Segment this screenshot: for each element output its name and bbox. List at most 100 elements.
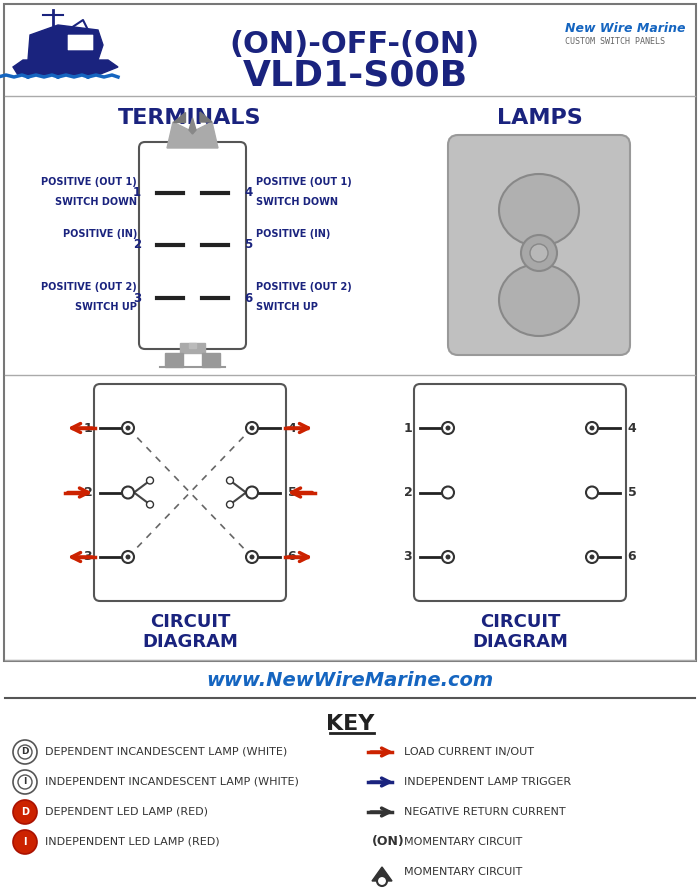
Text: MOMENTARY CIRCUIT: MOMENTARY CIRCUIT [404, 867, 522, 877]
Circle shape [445, 554, 451, 560]
Text: 1: 1 [133, 187, 141, 199]
Circle shape [122, 487, 134, 498]
Circle shape [586, 551, 598, 563]
Text: SWITCH DOWN: SWITCH DOWN [256, 197, 338, 207]
Text: DEPENDENT INCANDESCENT LAMP (WHITE): DEPENDENT INCANDESCENT LAMP (WHITE) [45, 747, 287, 757]
Text: DIAGRAM: DIAGRAM [142, 633, 238, 651]
Circle shape [442, 487, 454, 498]
Text: 1: 1 [83, 422, 92, 434]
Text: 5: 5 [628, 486, 636, 499]
Text: DEPENDENT LED LAMP (RED): DEPENDENT LED LAMP (RED) [45, 807, 208, 817]
Text: DIAGRAM: DIAGRAM [472, 633, 568, 651]
Text: POSITIVE (IN): POSITIVE (IN) [62, 229, 137, 239]
Text: 2: 2 [83, 486, 92, 499]
Ellipse shape [499, 174, 579, 246]
Text: POSITIVE (IN): POSITIVE (IN) [256, 229, 330, 239]
FancyBboxPatch shape [67, 34, 94, 51]
Circle shape [586, 487, 598, 498]
Circle shape [249, 425, 255, 431]
Text: 2: 2 [133, 239, 141, 252]
Text: 6: 6 [288, 551, 296, 563]
Circle shape [13, 800, 37, 824]
Text: LAMPS: LAMPS [497, 108, 583, 128]
Circle shape [246, 487, 258, 498]
Text: 3: 3 [84, 551, 92, 563]
Text: 2: 2 [404, 486, 412, 499]
Circle shape [125, 425, 130, 431]
Circle shape [13, 770, 37, 794]
Text: TERMINALS: TERMINALS [118, 108, 262, 128]
Text: 6: 6 [628, 551, 636, 563]
Polygon shape [202, 353, 220, 367]
Text: 4: 4 [288, 422, 296, 434]
Text: INDEPENDENT LED LAMP (RED): INDEPENDENT LED LAMP (RED) [45, 837, 220, 847]
Text: INDEPENDENT LAMP TRIGGER: INDEPENDENT LAMP TRIGGER [404, 777, 571, 787]
Text: SWITCH UP: SWITCH UP [75, 302, 137, 312]
Text: POSITIVE (OUT 1): POSITIVE (OUT 1) [256, 177, 351, 187]
Text: 3: 3 [404, 551, 412, 563]
Text: 5: 5 [288, 486, 296, 499]
Circle shape [521, 235, 557, 271]
Text: I: I [23, 778, 27, 787]
Circle shape [122, 551, 134, 563]
Circle shape [442, 551, 454, 563]
Text: POSITIVE (OUT 2): POSITIVE (OUT 2) [256, 282, 351, 292]
Text: 4: 4 [244, 187, 252, 199]
Text: D: D [21, 748, 29, 756]
Text: SWITCH DOWN: SWITCH DOWN [55, 197, 137, 207]
Polygon shape [180, 343, 205, 353]
Polygon shape [167, 122, 218, 148]
Polygon shape [28, 25, 103, 60]
Polygon shape [165, 353, 183, 367]
Circle shape [445, 425, 451, 431]
Circle shape [589, 554, 594, 560]
FancyBboxPatch shape [139, 142, 246, 349]
Circle shape [122, 422, 134, 434]
Circle shape [125, 554, 130, 560]
Polygon shape [372, 867, 392, 881]
Text: SWITCH UP: SWITCH UP [256, 302, 318, 312]
Text: POSITIVE (OUT 1): POSITIVE (OUT 1) [41, 177, 137, 187]
Text: NEGATIVE RETURN CURRENT: NEGATIVE RETURN CURRENT [404, 807, 566, 817]
Text: New Wire Marine: New Wire Marine [565, 22, 685, 35]
Circle shape [146, 477, 153, 484]
FancyBboxPatch shape [4, 4, 696, 661]
Text: POSITIVE (OUT 2): POSITIVE (OUT 2) [41, 282, 137, 292]
Polygon shape [189, 343, 196, 348]
Circle shape [246, 422, 258, 434]
Text: KEY: KEY [326, 714, 374, 734]
Circle shape [146, 501, 153, 508]
Text: VLD1-S00B: VLD1-S00B [242, 58, 468, 92]
FancyBboxPatch shape [414, 384, 626, 601]
Circle shape [18, 745, 32, 759]
Circle shape [249, 554, 255, 560]
Text: (ON)-OFF-(ON): (ON)-OFF-(ON) [230, 30, 480, 59]
Circle shape [586, 422, 598, 434]
Text: LOAD CURRENT IN/OUT: LOAD CURRENT IN/OUT [404, 747, 534, 757]
Circle shape [246, 551, 258, 563]
Text: D: D [21, 807, 29, 817]
Text: 3: 3 [133, 292, 141, 304]
Text: CIRCUIT: CIRCUIT [150, 613, 230, 631]
Circle shape [13, 740, 37, 764]
Text: CUSTOM SWITCH PANELS: CUSTOM SWITCH PANELS [565, 37, 665, 46]
Text: MOMENTARY CIRCUIT: MOMENTARY CIRCUIT [404, 837, 522, 847]
Circle shape [530, 244, 548, 262]
Circle shape [377, 876, 387, 886]
Text: 5: 5 [244, 239, 252, 252]
Text: I: I [23, 837, 27, 847]
Text: www.NewWireMarine.com: www.NewWireMarine.com [206, 670, 494, 690]
FancyBboxPatch shape [94, 384, 286, 601]
Circle shape [227, 477, 234, 484]
Polygon shape [189, 118, 196, 134]
Polygon shape [13, 60, 118, 75]
Circle shape [18, 775, 32, 789]
FancyBboxPatch shape [448, 135, 630, 355]
Text: 6: 6 [244, 292, 252, 304]
Text: (ON): (ON) [372, 836, 405, 848]
Circle shape [227, 501, 234, 508]
Text: 1: 1 [404, 422, 412, 434]
Circle shape [13, 830, 37, 854]
Text: 4: 4 [628, 422, 636, 434]
Polygon shape [200, 112, 212, 122]
